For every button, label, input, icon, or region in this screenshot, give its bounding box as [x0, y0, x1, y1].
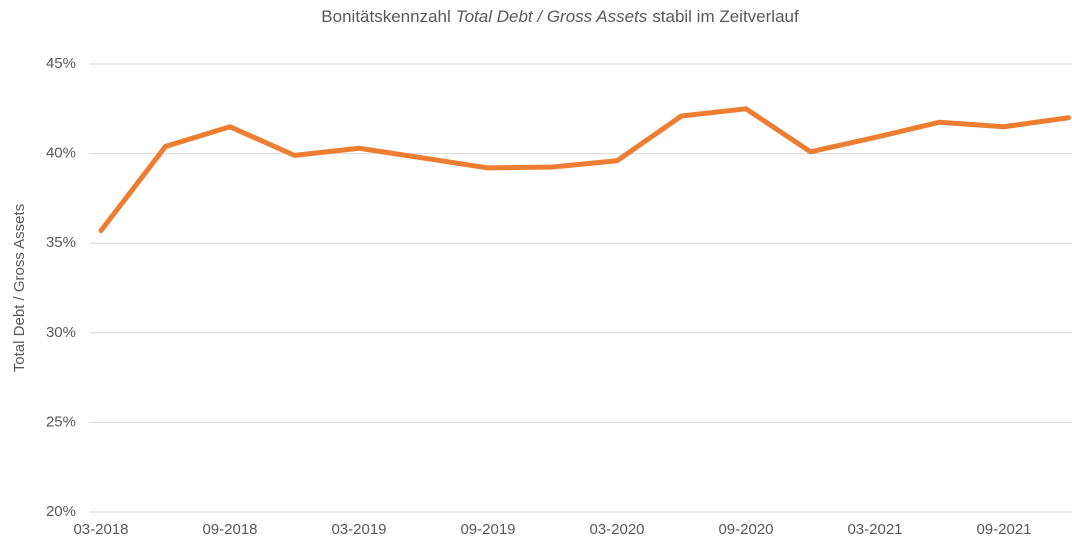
- x-tick-label: 03-2020: [589, 521, 644, 538]
- y-tick-label: 40%: [46, 145, 76, 162]
- y-tick-label: 45%: [46, 55, 76, 72]
- y-tick-label: 20%: [46, 503, 76, 520]
- title-part: stabil im Zeitverlauf: [652, 7, 799, 26]
- y-tick-label: 25%: [46, 413, 76, 430]
- line-series: [98, 106, 1071, 234]
- title-part: Total Debt / Gross Assets: [456, 7, 648, 26]
- chart-title: Bonitätskennzahl Total Debt / Gross Asset…: [321, 7, 799, 26]
- title-part: Bonitätskennzahl: [321, 7, 450, 26]
- y-axis-label: Total Debt / Gross Assets: [11, 204, 28, 372]
- x-tick-label: 03-2021: [847, 521, 902, 538]
- y-tick-label: 35%: [46, 234, 76, 251]
- y-tick-label: 30%: [46, 324, 76, 341]
- x-tick-label: 09-2021: [976, 521, 1031, 538]
- x-tick-label: 03-2019: [331, 521, 386, 538]
- x-tick-label: 09-2020: [718, 521, 773, 538]
- x-tick-label: 09-2019: [460, 521, 515, 538]
- x-tick-label: 03-2018: [73, 521, 128, 538]
- x-tick-label: 09-2018: [202, 521, 257, 538]
